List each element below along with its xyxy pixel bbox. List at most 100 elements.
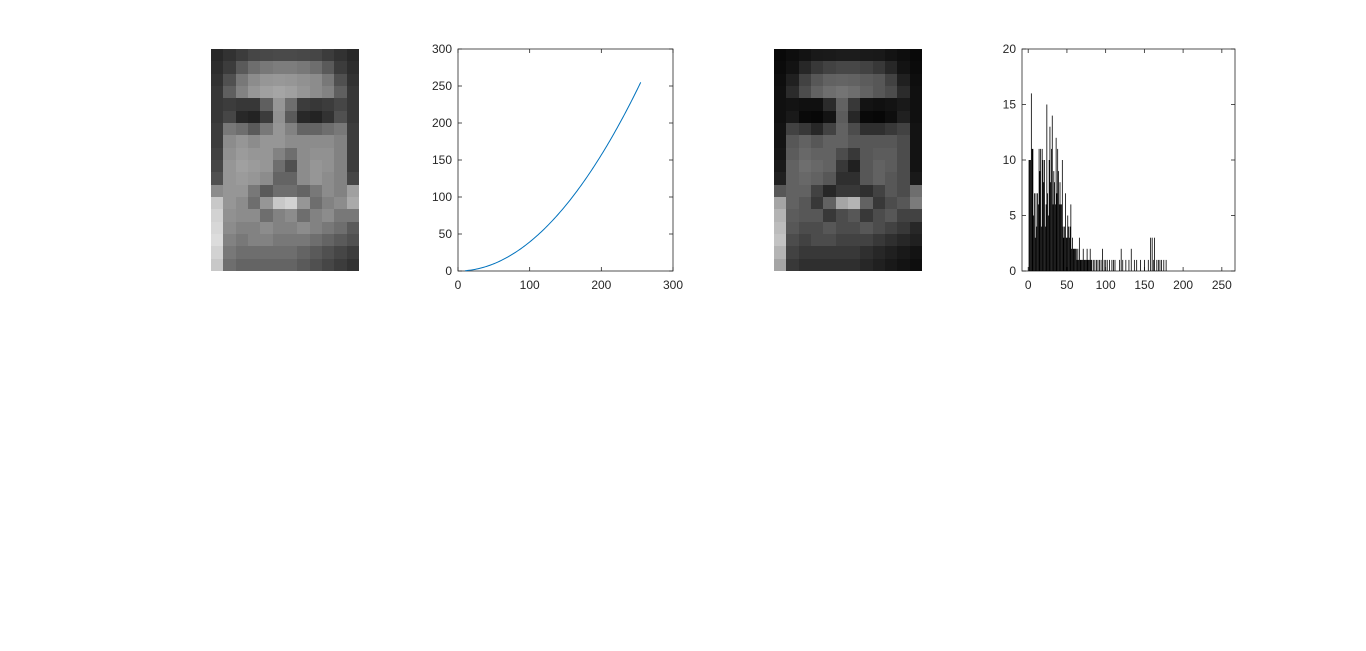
- original-image-pixel: [272, 135, 285, 148]
- transformed-image-pixel: [823, 258, 836, 271]
- transformed-image-pixel: [884, 135, 898, 148]
- transformed-image-pixel: [847, 135, 861, 148]
- original-image-pixel: [321, 159, 335, 173]
- histogram-bar: [1049, 126, 1051, 271]
- original-image-pixel: [297, 233, 310, 247]
- histogram-bar: [1068, 237, 1070, 271]
- original-image-pixel: [309, 98, 322, 111]
- transformed-image-pixel: [897, 172, 910, 185]
- transformed-image-pixel: [786, 85, 799, 99]
- original-image-pixel: [211, 196, 224, 210]
- transformed-image-pixel: [897, 184, 910, 197]
- original-image-pixel: [321, 233, 335, 247]
- original-image-pixel: [334, 209, 347, 222]
- histogram-bar: [1159, 259, 1161, 271]
- transformed-image-pixel: [909, 98, 922, 111]
- transformed-image-pixel: [872, 258, 885, 271]
- histogram-bar: [1035, 193, 1037, 271]
- histogram-bar: [1034, 193, 1035, 271]
- original-image-pixel: [297, 110, 310, 123]
- histogram-bar: [1037, 193, 1038, 271]
- original-image-pixel: [284, 209, 298, 222]
- transformed-image-pixel: [774, 258, 787, 271]
- original-image-pixel: [334, 258, 347, 271]
- histogram-bar: [1044, 160, 1045, 271]
- original-image-pixel: [284, 159, 298, 173]
- original-image-pixel: [346, 98, 359, 111]
- original-image-pixel: [321, 61, 335, 74]
- original-image-pixel: [334, 73, 347, 86]
- transformed-image-pixel: [847, 49, 861, 62]
- transformed-image-pixel: [835, 110, 848, 123]
- histogram-bar: [1047, 193, 1049, 271]
- transformed-image-pixel: [798, 246, 811, 259]
- transformed-image-pixel: [810, 61, 824, 74]
- transformed-image-pixel: [823, 233, 836, 247]
- transformed-image-pixel: [884, 159, 898, 173]
- histogram-bar: [1051, 115, 1053, 271]
- histogram-bar: [1157, 259, 1159, 271]
- transformed-image-pixel: [884, 196, 898, 210]
- histogram-plot: 0 50 100 150 200 250 0 5 10 15 20: [1003, 42, 1236, 292]
- original-image-pixel: [309, 85, 322, 99]
- transformed-image-pixel: [909, 258, 922, 271]
- transformed-image-pixel: [786, 172, 799, 185]
- original-image-pixel: [334, 184, 347, 197]
- histogram-bar: [1069, 226, 1071, 271]
- transformed-image-pixel: [798, 172, 811, 185]
- transformed-image-pixel: [872, 98, 885, 111]
- original-image-pixel: [223, 85, 236, 99]
- original-image-pixel: [309, 110, 322, 123]
- transformed-image-pixel: [835, 172, 848, 185]
- original-image-pixel: [223, 233, 236, 247]
- original-image-pixel: [223, 73, 236, 86]
- original-image-pixel: [260, 49, 273, 62]
- original-image-pixel: [284, 147, 298, 160]
- transformed-image-pixel: [774, 85, 787, 99]
- original-image-pixel: [334, 221, 347, 234]
- transformed-image-pixel: [835, 184, 848, 197]
- transformed-image-pixel: [798, 147, 811, 160]
- original-image-pixel: [260, 73, 273, 86]
- original-image-pixel: [297, 221, 310, 234]
- original-image-pixel: [235, 221, 248, 234]
- transformed-image-pixel: [872, 61, 885, 74]
- transformed-image-pixel: [774, 221, 787, 234]
- transformed-image-pixel: [897, 110, 910, 123]
- histogram-bar: [1165, 259, 1167, 271]
- original-image-pixel: [321, 147, 335, 160]
- original-image-pixel: [272, 209, 285, 222]
- transformed-image-pixel: [835, 49, 848, 62]
- transformed-image-pixel: [884, 73, 898, 86]
- transformed-image-pixel: [872, 159, 885, 173]
- histogram-bar: [1154, 237, 1155, 271]
- histogram-bar: [1053, 171, 1055, 271]
- histogram-bar: [1087, 259, 1089, 271]
- transformed-image-pixel: [810, 147, 824, 160]
- original-image-pixel: [321, 221, 335, 234]
- histogram-bar: [1058, 171, 1059, 271]
- original-image-pixel: [235, 159, 248, 173]
- original-image-pixel: [346, 196, 359, 210]
- original-image-pixel: [284, 184, 298, 197]
- transformed-image-pixel: [909, 135, 922, 148]
- curve-plot-xtick-label: 100: [520, 278, 540, 292]
- histogram-bar: [1119, 259, 1121, 271]
- histogram-bar: [1130, 248, 1132, 271]
- transformed-image-pixel: [798, 258, 811, 271]
- transformed-image-pixel: [835, 221, 848, 234]
- transformed-image-pixel: [884, 49, 898, 62]
- transformed-image-pixel: [847, 233, 861, 247]
- transformed-image-pixel: [835, 73, 848, 86]
- original-image-pixel: [321, 258, 335, 271]
- transformed-image-pixel: [823, 221, 836, 234]
- original-image-pixel: [297, 196, 310, 210]
- histogram-bar: [1064, 226, 1066, 271]
- transformed-image-pixel: [823, 172, 836, 185]
- transformed-image-pixel: [872, 85, 885, 99]
- original-image-pixel: [297, 98, 310, 111]
- histogram-plot-xtick-label: 50: [1060, 278, 1074, 292]
- transformed-image-pixel: [909, 196, 922, 210]
- original-image-pixel: [247, 159, 261, 173]
- transformed-image-pixel: [860, 196, 873, 210]
